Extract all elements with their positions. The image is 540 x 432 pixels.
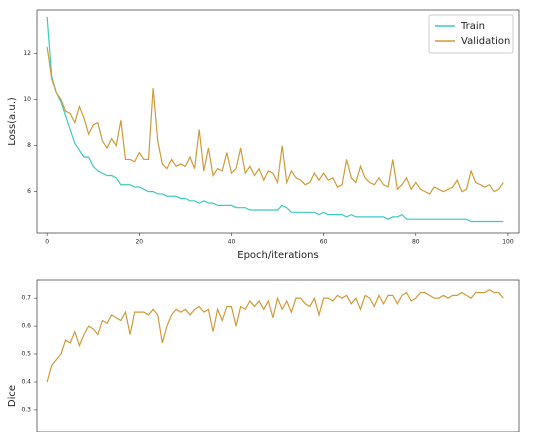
y-tick-label: 0.3 (21, 406, 31, 413)
y-tick-label: 10 (23, 96, 31, 103)
y-tick-label: 12 (23, 50, 31, 57)
y-axis-label: Loss(a.u.) (7, 97, 18, 146)
x-tick-label: 40 (228, 239, 236, 246)
y-tick-label: 0.6 (21, 323, 31, 330)
legend-box (428, 14, 514, 54)
axes-frame (36, 9, 520, 234)
line-series (46, 46, 504, 195)
x-tick-label: 100 (502, 239, 514, 246)
x-tick-label: 60 (320, 239, 328, 246)
y-tick-label: 8 (27, 142, 31, 149)
axes-frame (36, 279, 520, 432)
x-tick-label: 0 (45, 239, 49, 246)
x-tick-label: 80 (412, 239, 420, 246)
y-tick-label: 0.5 (21, 351, 31, 358)
legend-label: Train (460, 21, 485, 32)
y-tick-label: 0.7 (21, 295, 31, 302)
y-axis-label: Dice (7, 385, 18, 407)
x-tick-label: 20 (135, 239, 143, 246)
x-axis-label: Epoch/iterations (237, 250, 318, 261)
line-series (46, 289, 504, 383)
y-tick-label: 0.4 (21, 378, 31, 385)
line-series (46, 16, 504, 223)
legend-label: Validation (461, 36, 510, 47)
y-tick-label: 6 (27, 188, 31, 195)
